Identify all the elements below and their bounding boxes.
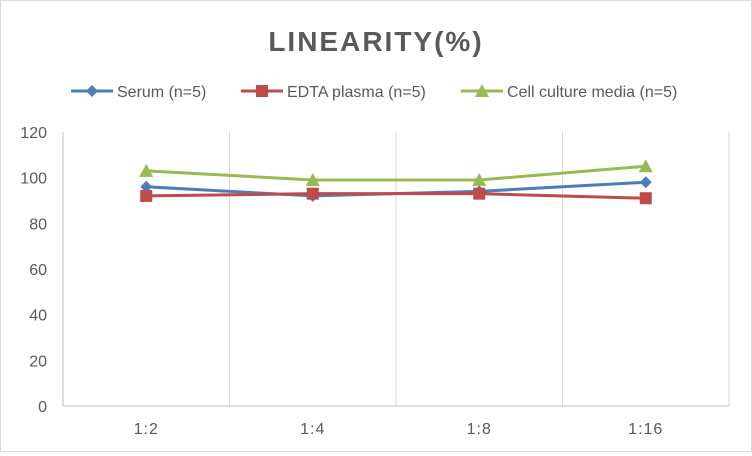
y-tick-label: 80	[29, 216, 47, 233]
x-tick-label: 1:8	[467, 421, 492, 438]
legend: Serum (n=5) EDTA plasma (n=5) Cell culture…	[71, 84, 677, 101]
y-tick-label: 60	[29, 262, 47, 279]
x-tick-label: 1:4	[300, 421, 325, 438]
y-tick-label: 40	[29, 308, 47, 325]
data-point-cell-culture-media-n-5	[139, 163, 154, 177]
chart-grid	[229, 132, 730, 406]
legend-label-serum-n-5: Serum (n=5)	[117, 84, 206, 101]
data-point-serum-n-5	[639, 176, 652, 189]
series-line-cell-culture-media-n-5	[146, 164, 646, 182]
series-line-edta-plasma-n-5	[146, 192, 646, 200]
y-tick-label: 20	[29, 353, 47, 370]
data-point-edta-plasma-n-5	[473, 187, 486, 200]
y-tick-label: 120	[20, 125, 47, 142]
data-point-serum-n-5	[140, 180, 153, 193]
y-tick-label: 0	[38, 399, 47, 416]
chart-title: LINEARITY(%)	[268, 26, 483, 57]
legend-label-cell-culture-media-n-5: Cell culture media (n=5)	[507, 84, 677, 101]
chart-series	[139, 159, 653, 205]
data-point-cell-culture-media-n-5	[472, 172, 487, 186]
x-tick-label: 1:2	[134, 421, 159, 438]
x-tick-label: 1:16	[628, 421, 663, 438]
legend-label-edta-plasma-n-5: EDTA plasma (n=5)	[287, 84, 426, 101]
y-tick-label: 100	[20, 171, 47, 188]
legend-marker-edta-plasma-n-5	[256, 85, 268, 97]
data-point-cell-culture-media-n-5	[638, 159, 653, 173]
data-point-cell-culture-media-n-5	[305, 172, 320, 186]
legend-marker-cell-culture-media-n-5	[475, 84, 489, 97]
chart-axes: 0 20 40 60 80 100 120 1:2 1:4 1:8 1:16	[20, 125, 729, 438]
legend-marker-serum-n-5	[86, 85, 98, 97]
data-point-edta-plasma-n-5	[140, 189, 153, 202]
data-point-edta-plasma-n-5	[306, 187, 319, 200]
data-point-edta-plasma-n-5	[639, 192, 652, 205]
